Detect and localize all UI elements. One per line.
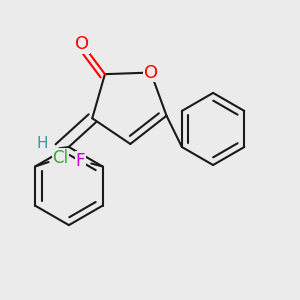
Text: O: O (144, 64, 158, 82)
Text: O: O (75, 35, 89, 53)
Text: H: H (37, 136, 48, 151)
Text: Cl: Cl (52, 148, 69, 166)
Text: F: F (75, 152, 85, 169)
